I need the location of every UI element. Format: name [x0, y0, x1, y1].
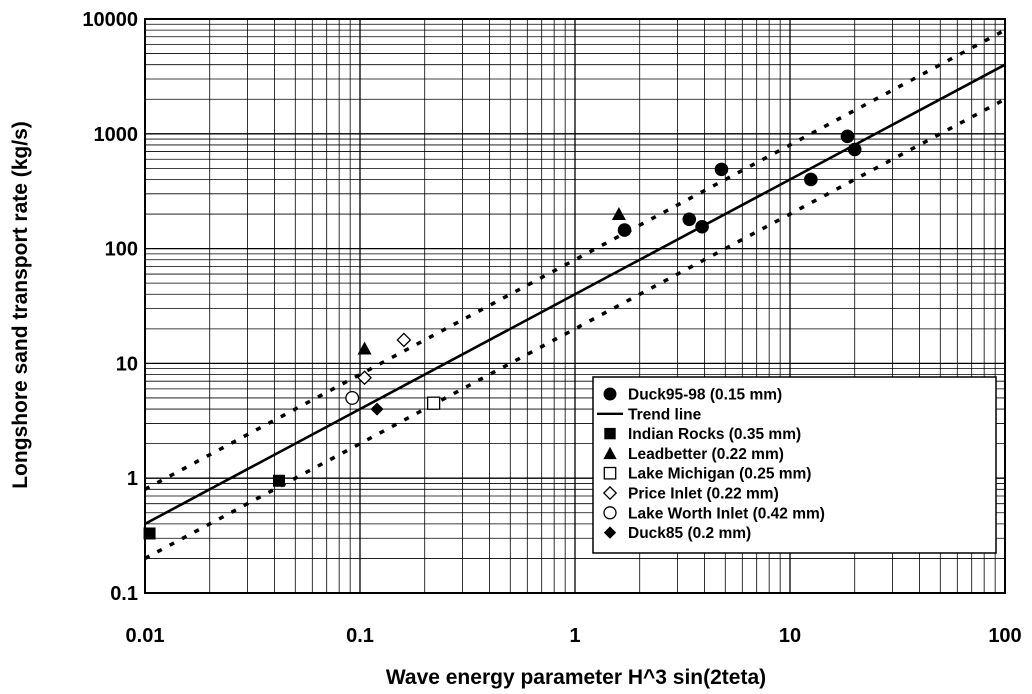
data-points: [143, 129, 862, 540]
leadbetter-marker: [611, 207, 626, 221]
duck95-marker: [714, 162, 729, 177]
lake-michigan-marker: [603, 466, 617, 480]
legend-label: Lake Worth Inlet (0.42 mm): [628, 505, 825, 522]
y-tick-label: 10: [116, 353, 138, 375]
duck95-marker: [847, 142, 862, 157]
lake-michigan-marker: [426, 396, 441, 410]
y-tick-label: 1000: [94, 124, 139, 146]
lake-worth-marker: [603, 506, 617, 520]
tick-labels: 0.01 0.1 1 10 100 0.1 1 10 100 1000 10000: [82, 9, 1021, 647]
bound-line: [144, 97, 1006, 560]
trend-line-path: [144, 63, 1006, 526]
legend-label: Price Inlet (0.22 mm): [628, 486, 779, 503]
lake-worth-marker: [345, 391, 360, 405]
legend-label: Duck95-98 (0.15 mm): [628, 387, 782, 404]
price-inlet-marker: [357, 370, 372, 386]
y-tick-label: 0.1: [110, 583, 138, 605]
duck95-marker: [695, 219, 709, 234]
bound-line: [144, 28, 1006, 491]
indian-rocks-marker: [272, 474, 285, 487]
price-inlet-marker: [602, 485, 618, 501]
legend-label: Indian Rocks (0.35 mm): [628, 426, 801, 443]
y-tick-label: 1: [127, 468, 138, 490]
legend-label: Leadbetter (0.22 mm): [628, 446, 784, 463]
duck95-marker: [682, 212, 697, 227]
duck95-marker: [804, 172, 818, 187]
plot-frame: [144, 18, 1006, 594]
confidence-bounds: [144, 28, 1006, 560]
trend-line: [144, 63, 1006, 526]
x-tick-label: 10: [779, 625, 801, 647]
duck95-marker: [840, 129, 855, 144]
y-axis-label: Longshore sand transport rate (kg/s): [9, 121, 32, 489]
indian-rocks-marker: [143, 527, 156, 540]
duck85-marker: [370, 402, 384, 416]
x-tick-label: 0.1: [346, 625, 374, 647]
y-tick-label: 10000: [82, 9, 138, 31]
legend-label: Duck85 (0.2 mm): [628, 525, 751, 542]
legend-box: [592, 376, 997, 554]
leadbetter-marker: [357, 341, 372, 355]
price-inlet-marker: [396, 332, 412, 348]
x-tick-label: 100: [988, 625, 1021, 647]
x-tick-label: 1: [569, 625, 580, 647]
x-axis-label: Wave energy parameter H^3 sin(2teta): [386, 666, 766, 689]
legend: Duck95-98 (0.15 mm) Trend line Indian Rock…: [592, 376, 997, 554]
x-tick-label: 0.01: [126, 625, 165, 647]
duck85-marker: [603, 526, 617, 539]
leadbetter-marker: [603, 446, 617, 460]
y-tick-label: 100: [105, 239, 138, 261]
legend-label: Lake Michigan (0.25 mm): [628, 466, 811, 483]
legend-label: Trend line: [628, 406, 702, 423]
duck95-marker: [617, 223, 632, 237]
indian-rocks-marker: [604, 427, 616, 440]
duck95-marker: [603, 387, 617, 401]
